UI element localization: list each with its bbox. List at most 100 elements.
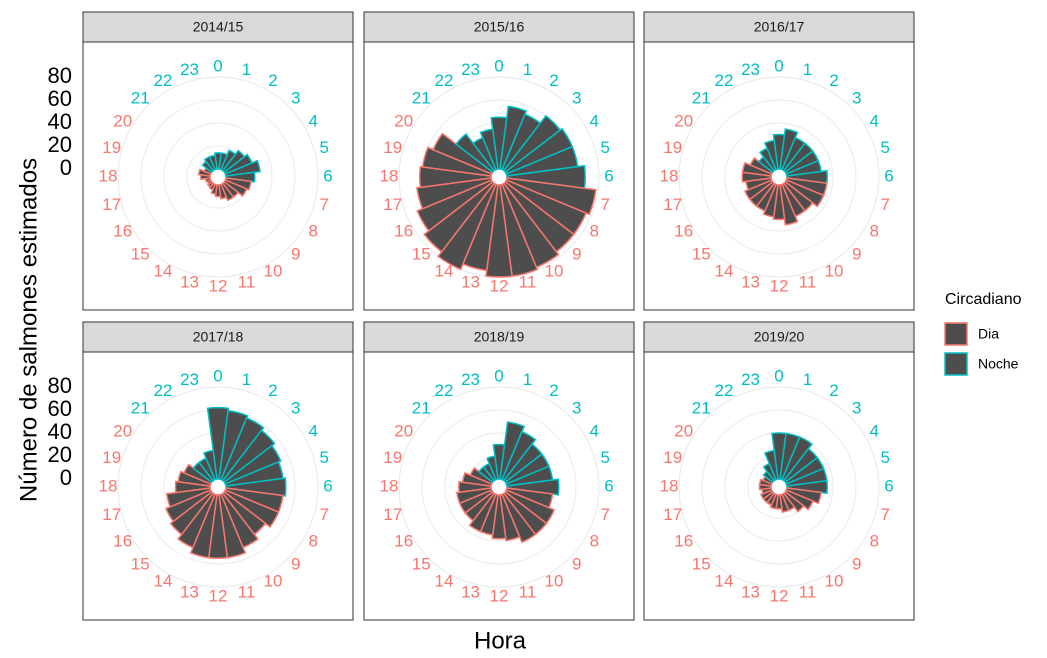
hour-label: 5 bbox=[320, 138, 329, 157]
hour-label: 18 bbox=[380, 166, 399, 185]
panel bbox=[643, 41, 915, 311]
hour-label: 18 bbox=[660, 476, 679, 495]
hour-label: 10 bbox=[545, 572, 564, 591]
bar bbox=[505, 177, 597, 216]
legend-label: Noche bbox=[978, 356, 1019, 372]
hour-label: 6 bbox=[604, 476, 613, 495]
hour-label: 23 bbox=[741, 370, 760, 389]
hour-label: 5 bbox=[601, 448, 610, 467]
hour-label: 17 bbox=[102, 505, 121, 524]
hour-label: 12 bbox=[490, 586, 509, 605]
hour-label: 11 bbox=[519, 273, 537, 292]
hour-label: 15 bbox=[131, 554, 150, 573]
hour-label: 3 bbox=[572, 89, 581, 108]
hour-label: 12 bbox=[770, 276, 789, 295]
hour-label: 23 bbox=[180, 60, 199, 79]
hour-label: 10 bbox=[825, 572, 844, 591]
bar bbox=[423, 180, 496, 253]
hour-label: 21 bbox=[692, 89, 711, 108]
hour-label: 2 bbox=[829, 381, 838, 400]
hour-label: 0 bbox=[213, 56, 222, 75]
hour-label: 1 bbox=[803, 370, 812, 389]
y-tick-label: 80 bbox=[48, 373, 72, 398]
hour-label: 13 bbox=[180, 273, 199, 292]
hour-label: 12 bbox=[209, 586, 228, 605]
hour-label: 1 bbox=[523, 370, 532, 389]
strip bbox=[363, 321, 635, 353]
hour-label: 15 bbox=[692, 244, 711, 263]
hour-label: 17 bbox=[102, 195, 121, 214]
hour-label: 2 bbox=[268, 71, 277, 90]
bar bbox=[784, 489, 814, 511]
hour-label: 3 bbox=[291, 399, 300, 418]
hour-label: 2 bbox=[549, 381, 558, 400]
hour-label: 20 bbox=[394, 111, 413, 130]
legend-key bbox=[944, 352, 968, 376]
hour-label: 1 bbox=[242, 370, 251, 389]
bar bbox=[763, 449, 779, 481]
hour-label: 7 bbox=[320, 505, 329, 524]
y-tick-label: 60 bbox=[48, 86, 72, 111]
bar bbox=[455, 133, 496, 174]
hour-label: 4 bbox=[309, 421, 318, 440]
hour-label: 5 bbox=[601, 138, 610, 157]
hour-label: 22 bbox=[715, 381, 734, 400]
bar bbox=[759, 489, 774, 500]
bar bbox=[491, 494, 507, 540]
bar bbox=[461, 471, 493, 487]
bar bbox=[499, 105, 528, 171]
hour-label: 1 bbox=[242, 60, 251, 79]
hour-label: 4 bbox=[309, 111, 318, 130]
hour-label: 20 bbox=[113, 421, 132, 440]
strip-title: 2016/17 bbox=[754, 19, 805, 35]
strip bbox=[643, 321, 915, 353]
hour-label: 13 bbox=[461, 583, 480, 602]
hour-label: 0 bbox=[494, 56, 503, 75]
hour-label: 9 bbox=[852, 554, 861, 573]
hour-label: 17 bbox=[663, 505, 682, 524]
hour-label: 15 bbox=[131, 244, 150, 263]
bar bbox=[224, 177, 252, 191]
bar bbox=[174, 480, 211, 494]
strip bbox=[643, 11, 915, 43]
bar bbox=[758, 478, 773, 487]
hour-label: 16 bbox=[394, 531, 413, 550]
bar bbox=[218, 409, 249, 481]
bar bbox=[499, 421, 526, 481]
grid-circle bbox=[140, 99, 296, 255]
hour-label: 15 bbox=[412, 244, 431, 263]
bar bbox=[763, 139, 779, 171]
hour-label: 11 bbox=[799, 273, 817, 292]
hour-label: 6 bbox=[884, 166, 893, 185]
bar bbox=[749, 157, 774, 175]
y-tick-label: 0 bbox=[60, 155, 72, 180]
hour-label: 9 bbox=[572, 554, 581, 573]
hour-label: 16 bbox=[113, 531, 132, 550]
grid-circle bbox=[421, 409, 577, 565]
hour-label: 16 bbox=[394, 221, 413, 240]
hour-label: 20 bbox=[394, 421, 413, 440]
hour-label: 11 bbox=[238, 273, 256, 292]
hour-label: 22 bbox=[435, 381, 454, 400]
bar bbox=[177, 470, 212, 487]
hour-label: 6 bbox=[604, 166, 613, 185]
hour-label: 18 bbox=[380, 476, 399, 495]
hour-label: 8 bbox=[590, 531, 599, 550]
bar bbox=[189, 493, 218, 559]
hour-label: 19 bbox=[383, 138, 402, 157]
bar bbox=[479, 128, 499, 171]
hour-label: 7 bbox=[881, 505, 890, 524]
bar bbox=[225, 477, 287, 497]
bar bbox=[223, 489, 280, 528]
legend-label: Dia bbox=[978, 326, 999, 342]
hour-label: 19 bbox=[383, 448, 402, 467]
bar bbox=[781, 436, 813, 482]
grid-circle bbox=[724, 122, 834, 232]
bar bbox=[208, 182, 216, 191]
hour-label: 14 bbox=[435, 572, 454, 591]
bar bbox=[221, 429, 276, 484]
hour-label: 15 bbox=[692, 554, 711, 573]
hour-label: 14 bbox=[154, 572, 173, 591]
y-tick-label: 60 bbox=[48, 396, 72, 421]
